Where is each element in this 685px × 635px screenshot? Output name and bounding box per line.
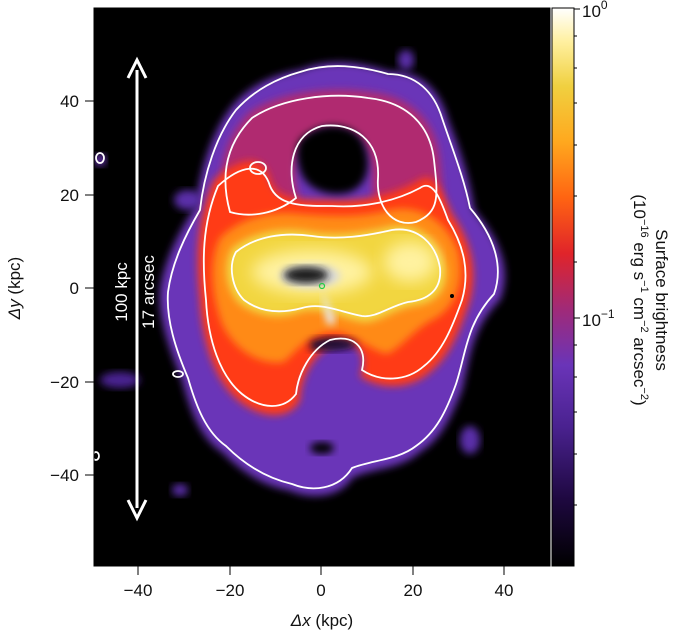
scale-bar-label-arcsec: 17 arcsec xyxy=(139,255,158,329)
x-axis: −40 −20 0 20 40 Δx (kpc) xyxy=(124,566,514,630)
scale-bar: 100 kpc 17 arcsec xyxy=(112,56,158,522)
colorbar-units: (10−16 erg s−1 cm−2 arcsec−2) xyxy=(630,194,650,405)
colorbar-title: Surface brightness xyxy=(652,229,671,371)
y-tick-label: −20 xyxy=(50,373,79,392)
plot-frame xyxy=(93,7,551,567)
colorbar-tick-mid: 10−1 xyxy=(582,307,615,330)
colorbar-tick-top: 100 xyxy=(582,0,608,21)
x-tick-label: 0 xyxy=(316,581,325,600)
colorbar-gradient xyxy=(551,7,575,567)
y-tick-label: 40 xyxy=(60,92,79,111)
colorbar: 100 10−1 Surface brightness (10−16 erg s… xyxy=(551,0,671,567)
y-tick-label: 0 xyxy=(70,279,79,298)
x-tick-label: 40 xyxy=(495,581,514,600)
nebula-image xyxy=(94,50,505,496)
x-tick-label: 20 xyxy=(404,581,423,600)
y-axis: 40 20 0 −20 −40 Δy (kpc) xyxy=(5,92,94,485)
x-tick-label: −20 xyxy=(216,581,245,600)
x-axis-label: Δx (kpc) xyxy=(290,611,353,630)
y-axis-label: Δy (kpc) xyxy=(5,257,24,320)
y-tick-label: 20 xyxy=(60,186,79,205)
y-tick-label: −40 xyxy=(50,466,79,485)
x-tick-label: −40 xyxy=(124,581,153,600)
scale-bar-label-kpc: 100 kpc xyxy=(112,262,131,322)
